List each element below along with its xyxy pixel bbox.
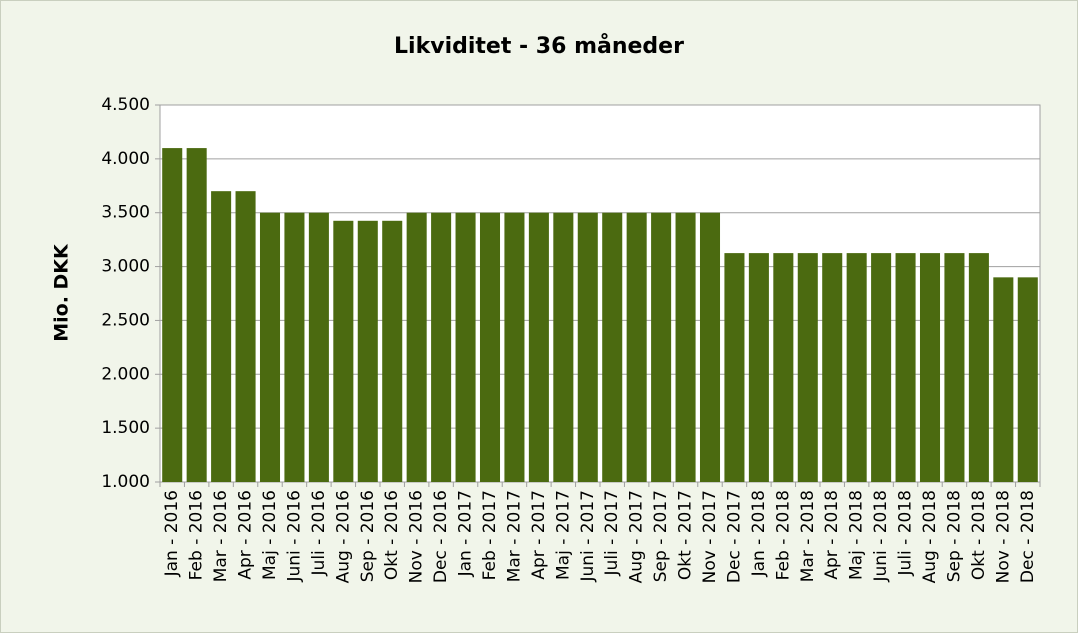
bar: [871, 253, 892, 482]
y-tick-label: 2.500: [101, 310, 150, 330]
bar: [699, 212, 721, 482]
x-tick-label: Jan - 2017: [456, 490, 476, 577]
x-tick-label: Dec - 2018: [1018, 490, 1038, 583]
bar: [308, 212, 329, 482]
bar: [455, 212, 476, 482]
bar: [968, 253, 989, 482]
bar: [651, 212, 672, 482]
x-tick-label: Jan - 2018: [749, 490, 769, 577]
bar: [895, 253, 916, 482]
x-tick-label: Juni - 2017: [578, 490, 598, 583]
bar: [259, 212, 281, 482]
x-tick-label: Mar - 2016: [211, 490, 231, 582]
bar: [504, 212, 525, 482]
bar: [919, 253, 941, 482]
bar: [235, 191, 256, 482]
bar: [162, 148, 183, 483]
bar: [431, 212, 452, 482]
x-tick-label: Maj - 2016: [260, 490, 280, 580]
bar: [773, 253, 794, 482]
x-tick-label: Aug - 2018: [920, 490, 940, 583]
x-tick-label: Juni - 2018: [871, 490, 891, 583]
bar: [626, 212, 647, 482]
y-tick-label: 4.000: [101, 149, 150, 169]
bar: [1017, 277, 1038, 482]
y-tick-label: 4.500: [101, 95, 150, 115]
x-tick-label: Maj - 2018: [847, 490, 867, 580]
x-tick-label: Juli - 2018: [896, 490, 916, 576]
x-tick-label: Dec - 2017: [724, 490, 744, 583]
x-tick-label: Apr - 2018: [822, 490, 842, 580]
x-tick-label: Apr - 2017: [529, 490, 549, 580]
bar: [944, 253, 965, 482]
x-tick-label: Feb - 2016: [187, 490, 207, 580]
plot-area: [159, 104, 1041, 483]
x-tick-label: Nov - 2018: [993, 490, 1013, 583]
bar: [748, 253, 769, 482]
x-tick-label: Dec - 2016: [431, 490, 451, 583]
y-tick-label: 3.500: [101, 203, 150, 223]
bar: [675, 212, 696, 482]
bar: [993, 277, 1014, 482]
x-tick-label: Aug - 2017: [627, 490, 647, 583]
bar: [357, 220, 378, 483]
x-tick-label: Okt - 2018: [969, 490, 989, 580]
y-axis-label: Mio. DKK: [51, 243, 73, 342]
chart-title: Likviditet - 36 måneder: [394, 33, 684, 59]
x-tick-label: Feb - 2017: [480, 490, 500, 580]
bar: [797, 253, 818, 482]
x-tick-label: Feb - 2018: [773, 490, 793, 580]
y-tick-label: 3.000: [101, 257, 150, 277]
bar: [333, 220, 354, 483]
x-tick-label: Okt - 2017: [676, 490, 696, 580]
x-tick-label: Aug - 2016: [333, 490, 353, 583]
x-tick-label: Sep - 2016: [358, 490, 378, 582]
x-tick-label: Jan - 2016: [162, 490, 182, 577]
x-tick-label: Juni - 2016: [284, 490, 304, 583]
bar: [553, 212, 574, 482]
x-tick-label: Juli - 2017: [602, 490, 622, 576]
y-tick-label: 2.000: [101, 364, 150, 384]
x-tick-label: Nov - 2017: [700, 490, 720, 583]
x-tick-label: Mar - 2018: [798, 490, 818, 582]
x-tick-label: Mar - 2017: [504, 490, 524, 582]
x-tick-label: Apr - 2016: [236, 490, 256, 580]
x-tick-label: Maj - 2017: [553, 490, 573, 580]
x-tick-label: Nov - 2016: [407, 490, 427, 583]
bar: [577, 212, 598, 482]
bar: [846, 253, 867, 482]
x-tick-label: Sep - 2017: [651, 490, 671, 582]
x-tick-label: Sep - 2018: [944, 490, 964, 582]
bar: [822, 253, 843, 482]
bar: [406, 212, 427, 482]
x-tick-label: Okt - 2016: [382, 490, 402, 580]
y-tick-label: 1.000: [101, 472, 150, 492]
bar: [382, 220, 403, 483]
y-tick-label: 1.500: [101, 418, 150, 438]
bar: [479, 212, 501, 482]
bar: [602, 212, 623, 482]
bar: [211, 191, 232, 482]
x-tick-label: Juli - 2016: [309, 490, 329, 576]
bar: [724, 253, 745, 482]
bar: [528, 212, 549, 482]
bar: [284, 212, 305, 482]
bar: [186, 148, 207, 483]
